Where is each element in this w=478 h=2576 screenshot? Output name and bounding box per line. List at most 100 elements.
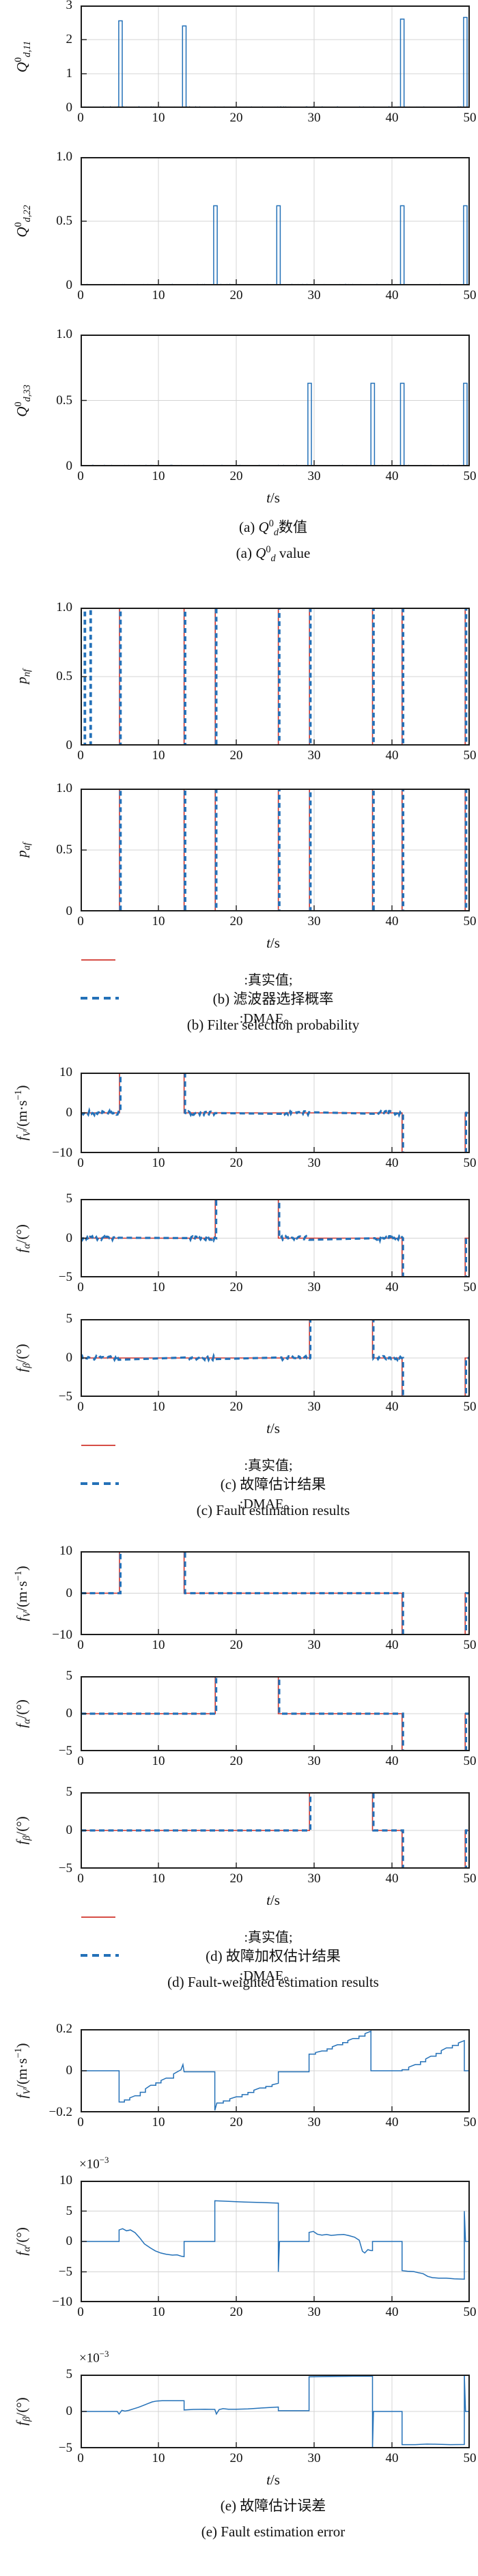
y-tick-label: 5 [66, 1191, 73, 1206]
x-tick-label: 30 [307, 2451, 321, 2465]
series-dmae [81, 1676, 470, 1751]
series-qd11 [81, 16, 470, 108]
y-tick-label: 0 [66, 2234, 73, 2248]
x-axis-label: t/s [266, 1420, 280, 1436]
legend-true-label: :真实值; [244, 1458, 293, 1473]
series-dmae [81, 1073, 470, 1153]
legend-dmae-label: :DMAE。 [239, 1968, 298, 1983]
plot-canvas [81, 5, 470, 108]
caption-c-en: (c) Fault estimation results [196, 1502, 350, 1518]
y-tick-label: 5 [66, 1312, 73, 1326]
x-tick-label: 10 [152, 748, 165, 763]
x-tick-label: 10 [152, 1871, 165, 1886]
x-tick-label: 20 [229, 1280, 243, 1294]
y-tick-label: 2 [66, 32, 73, 46]
x-tick-label: 50 [463, 1280, 477, 1294]
y-tick-label: 5 [66, 2203, 73, 2218]
y-tick-label: 0 [66, 1585, 73, 1600]
x-tick-label: 10 [152, 1754, 165, 1768]
y-tick-label: −5 [58, 1389, 72, 1404]
plot-canvas [81, 1199, 470, 1277]
x-tick-label: 20 [229, 2115, 243, 2129]
plot-canvas [81, 2181, 470, 2302]
subplot-fbeta-error: fβ/(°) 0 10 20 30 40 50 −5 0 5 ×10−3 [0, 2347, 478, 2469]
y-tick-label: 10 [59, 2173, 72, 2188]
x-tick-label: 0 [77, 2451, 84, 2465]
series-dmae [81, 1551, 470, 1635]
x-tick-label: 20 [229, 1156, 243, 1170]
x-tick-label: 0 [77, 1400, 84, 1414]
x-tick-label: 10 [152, 2115, 165, 2129]
x-tick-label: 50 [463, 1871, 477, 1886]
x-tick-label: 20 [229, 914, 243, 929]
axis-multiplier: ×10−3 [79, 2349, 109, 2366]
x-tick-label: 10 [152, 2451, 165, 2465]
y-tick-label: −5 [58, 2441, 72, 2455]
x-tick-label: 10 [152, 1638, 165, 1652]
x-tick-label: 0 [77, 1280, 84, 1294]
y-tick-label: 1.0 [56, 600, 72, 614]
y-tick-label: 0 [66, 2404, 73, 2418]
x-tick-label: 40 [385, 1280, 399, 1294]
y-tick-label: 1.0 [56, 781, 72, 795]
x-tick-label: 10 [152, 1156, 165, 1170]
subplot-qd11: Q0d,11 0 10 20 30 40 50 0 1 2 3 [0, 0, 478, 128]
x-tick-label: 20 [229, 1638, 243, 1652]
y-tick-label: 0.5 [56, 843, 72, 857]
y-tick-label: 10 [59, 1544, 72, 1558]
caption-a-zh: (a) Q0d数值 [238, 518, 307, 539]
x-tick-label: 40 [385, 2305, 399, 2319]
x-tick-label: 50 [463, 748, 477, 763]
y-tick-label: 3 [66, 0, 73, 12]
x-tick-label: 10 [152, 2305, 165, 2319]
x-tick-label: 40 [385, 1638, 399, 1652]
x-axis-label: t/s [266, 490, 280, 506]
x-tick-label: 0 [77, 2115, 84, 2129]
legend-true-swatch [78, 957, 468, 963]
x-tick-label: 0 [77, 748, 84, 763]
y-tick-label: 0 [66, 738, 73, 752]
y-tick-label: 1 [66, 66, 73, 81]
series-qd22 [81, 205, 470, 285]
legend-dmae-label: :DMAE。 [239, 1497, 298, 1512]
subplot-fv-estimate: fV/(m·s−1) 0 10 20 30 40 50 −10 0 10 [0, 1065, 478, 1174]
subplot-fv-error: fV/(m·s−1) 0 10 20 30 40 50 −0.2 0 0.2 [0, 2022, 478, 2133]
x-tick-label: 30 [307, 111, 321, 125]
subplot-falpha-error: fα/(°) 0 10 20 30 40 50 −10 −5 0 5 10 ×10−3 [0, 2153, 478, 2323]
legend-dmae-swatch [78, 995, 468, 1002]
x-tick-label: 0 [77, 111, 84, 125]
plot-canvas [81, 2029, 470, 2112]
x-tick-label: 30 [307, 2115, 321, 2129]
legend-true-label: :真实值; [244, 973, 293, 988]
caption-a-en: (a) Q0d value [236, 544, 311, 565]
x-tick-label: 40 [385, 914, 399, 929]
legend: :真实值; :DMAE。 [78, 957, 468, 1026]
y-tick-label: 10 [59, 1065, 72, 1079]
x-tick-label: 20 [229, 1400, 243, 1414]
x-axis-label: t/s [266, 1892, 280, 1908]
subplot-paf: paf 0 10 20 30 40 50 0 0.5 1.0 [0, 781, 478, 932]
x-tick-label: 40 [385, 2115, 399, 2129]
legend-dmae-label: :DMAE。 [239, 1011, 298, 1026]
x-tick-label: 10 [152, 288, 165, 302]
y-tick-label: −5 [58, 1861, 72, 1876]
x-tick-label: 20 [229, 1754, 243, 1768]
x-tick-label: 50 [463, 2305, 477, 2319]
caption-e-en: (e) Fault estimation error [201, 2523, 346, 2540]
subplot-falpha-weighted: fα/(°) 0 10 20 30 40 50 −5 0 5 [0, 1669, 478, 1772]
x-tick-label: 40 [385, 1871, 399, 1886]
x-tick-label: 50 [463, 914, 477, 929]
axis-multiplier: ×10−3 [79, 2155, 109, 2172]
plot-canvas [81, 1676, 470, 1751]
series-dmae [81, 1792, 470, 1869]
x-tick-label: 50 [463, 288, 477, 302]
x-tick-label: 50 [463, 1156, 477, 1170]
x-tick-label: 0 [77, 1871, 84, 1886]
legend-dmae-swatch [78, 1480, 468, 1487]
plot-canvas [81, 608, 470, 746]
caption-e-zh: (e) 故障估计误差 [220, 2497, 326, 2514]
x-tick-label: 50 [463, 469, 477, 483]
y-tick-label: 0 [66, 1823, 73, 1837]
x-tick-label: 30 [307, 1400, 321, 1414]
